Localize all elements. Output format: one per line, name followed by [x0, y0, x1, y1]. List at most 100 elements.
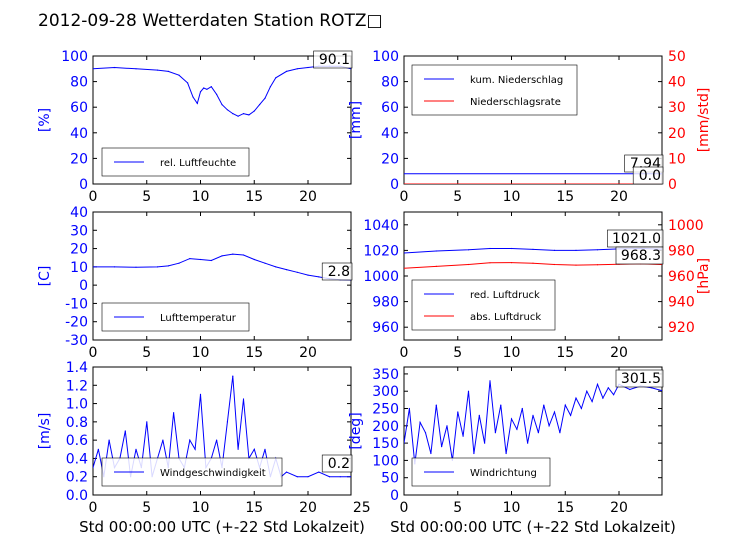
right-y-tick-label: 1000 — [668, 218, 704, 234]
data-point — [296, 476, 298, 478]
figure-title: 2012-09-28 Wetterdaten Station ROTZ□ — [38, 11, 383, 31]
x-tick-label: 0 — [89, 345, 98, 361]
data-point — [113, 66, 116, 69]
x-tick-label: 10 — [503, 189, 521, 205]
data-point — [285, 70, 288, 72]
data-point — [296, 68, 298, 70]
value-label-box — [313, 50, 353, 69]
data-point — [192, 96, 194, 98]
data-point — [328, 476, 331, 478]
legend-entry: Windrichtung — [470, 468, 537, 479]
legend-entry: abs. Luftdruck — [470, 312, 541, 323]
data-point — [532, 262, 534, 264]
data-point — [242, 254, 245, 256]
data-point — [446, 425, 448, 427]
data-point — [189, 258, 191, 260]
data-point — [629, 388, 631, 391]
y-tick-label: 40 — [70, 205, 88, 221]
data-point — [196, 102, 198, 104]
x-tick-label: 25 — [353, 500, 371, 516]
y-tick-label: 0 — [79, 278, 88, 294]
data-point — [264, 262, 266, 264]
legend-entry: kum. Niederschlag — [470, 75, 563, 86]
data-point — [596, 264, 599, 266]
data-point — [178, 74, 180, 76]
value-label: 2.8 — [328, 264, 350, 280]
legend: Lufttemperatur — [101, 302, 250, 332]
data-point — [350, 476, 351, 478]
data-point — [430, 452, 432, 455]
series-group — [93, 253, 351, 281]
data-point — [532, 248, 534, 250]
data-point — [232, 113, 234, 115]
x-tick-label: 15 — [556, 500, 574, 516]
legend-box — [411, 64, 578, 116]
y-tick-label: 60 — [381, 100, 399, 116]
y-axis-label: [deg] — [348, 412, 364, 449]
chart-panel-1: 0 5 10 15 20 0 20 40 60 80 100 [%] 90.1 rel. Luftfeuc… — [37, 49, 353, 205]
y-tick-label: 0.2 — [66, 470, 88, 486]
y-tick-label: 150 — [372, 436, 399, 452]
y-tick-label: 1.0 — [66, 397, 88, 413]
data-point — [532, 414, 534, 416]
data-point — [194, 448, 196, 450]
data-point — [521, 407, 523, 410]
x-tick-label: 0 — [89, 189, 98, 205]
legend-entry: Niederschlagsrate — [470, 97, 561, 108]
data-point — [135, 68, 137, 70]
x-tick-label: 5 — [453, 500, 462, 516]
chart-panel-6: 0 5 10 15 20050100150200250300350[deg]301.5W… — [348, 366, 676, 536]
x-tick-label: 0 — [400, 500, 409, 516]
data-point — [242, 113, 245, 115]
right-y-tick-label: 0 — [668, 177, 677, 193]
x-tick-label: 5 — [453, 189, 462, 205]
data-point — [178, 262, 180, 264]
value-label: 90.1 — [319, 52, 350, 68]
y-tick-label: 1040 — [363, 218, 399, 234]
y-tick-label: 0 — [390, 488, 399, 504]
x-tick-label: 10 — [192, 345, 210, 361]
value-label: 301.5 — [621, 371, 661, 387]
right-y-axis-label: [hPa] — [696, 258, 712, 294]
y-tick-label: 20 — [70, 151, 88, 167]
data-point — [189, 439, 191, 441]
y-tick-label: 1.2 — [66, 378, 88, 394]
legend: Windgeschwindigkeit — [101, 457, 283, 487]
data-point — [285, 269, 288, 271]
data-point — [494, 432, 496, 434]
y-tick-label: 0 — [390, 177, 399, 193]
data-point — [199, 393, 202, 395]
legend-entry: Lufttemperatur — [160, 313, 237, 324]
y-tick-label: 40 — [381, 126, 399, 142]
y-tick-label: 1000 — [363, 269, 399, 285]
data-point — [232, 375, 234, 377]
chart-panel-4: 0 5 10 15 20 960 980 1000 1020 1040 920 940 960 980 10… — [363, 211, 712, 361]
y-tick-label: 50 — [381, 471, 399, 487]
data-point — [275, 77, 277, 79]
x-tick-label: 20 — [610, 189, 628, 205]
data-point — [237, 448, 239, 450]
data-point — [242, 398, 245, 400]
x-tick-label: 10 — [503, 345, 521, 361]
value-label: 1021.0 — [612, 231, 661, 247]
data-point — [187, 82, 189, 84]
data-point — [575, 397, 577, 399]
y-tick-label: 20 — [70, 242, 88, 258]
data-point — [473, 452, 475, 455]
y-axis-label: [mm] — [348, 101, 364, 139]
data-point — [232, 253, 234, 255]
value-label: 0.0 — [639, 168, 661, 184]
data-point — [467, 390, 470, 392]
data-point — [307, 476, 309, 478]
data-point — [226, 109, 228, 111]
value-label-box — [321, 262, 353, 281]
data-point — [553, 411, 556, 413]
data-point — [237, 115, 239, 117]
x-tick-label: 5 — [142, 189, 151, 205]
x-tick-label: 20 — [299, 189, 317, 205]
data-point — [93, 68, 94, 70]
y-tick-label: 1.4 — [66, 360, 88, 376]
data-point — [543, 404, 545, 406]
x-tick-label: 0 — [89, 500, 98, 516]
legend: Windrichtung — [411, 457, 551, 487]
